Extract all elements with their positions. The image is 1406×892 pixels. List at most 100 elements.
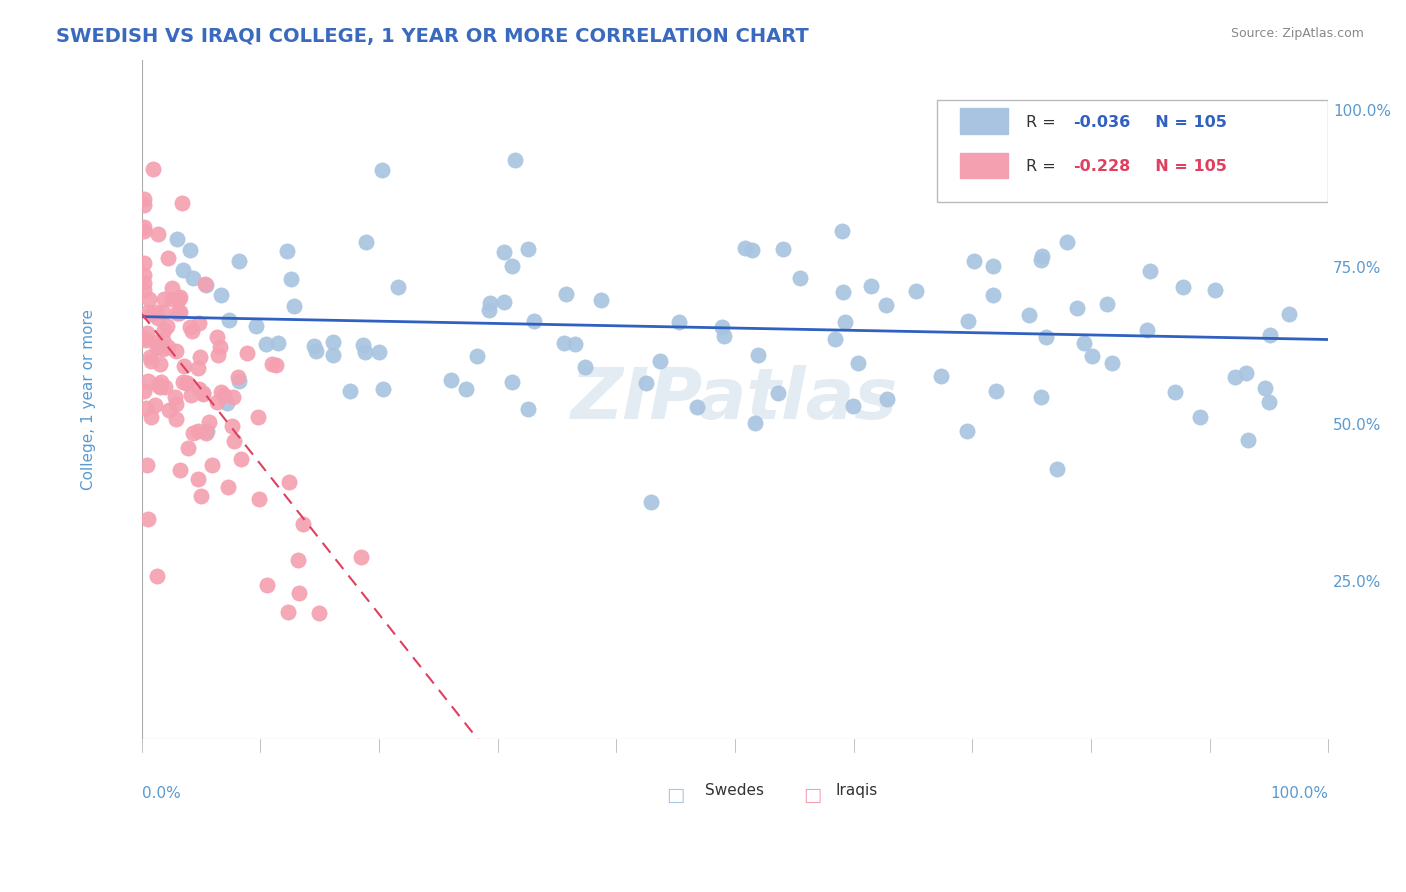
Point bbox=[212, 388, 235, 402]
Point bbox=[875, 298, 897, 312]
Point bbox=[134, 192, 156, 206]
Point bbox=[167, 306, 190, 320]
Point bbox=[146, 341, 169, 355]
Point bbox=[772, 242, 794, 256]
Point bbox=[194, 426, 217, 441]
Point bbox=[221, 418, 243, 433]
Point bbox=[478, 302, 501, 317]
Point bbox=[517, 402, 540, 417]
Point bbox=[246, 410, 269, 425]
Point bbox=[187, 424, 209, 438]
Point bbox=[160, 281, 183, 295]
Point bbox=[1258, 328, 1281, 343]
Point bbox=[1136, 323, 1159, 337]
Text: R =: R = bbox=[1025, 114, 1060, 129]
Point bbox=[349, 549, 371, 564]
Point bbox=[1056, 235, 1078, 249]
Point bbox=[156, 318, 179, 333]
Point bbox=[1223, 369, 1246, 384]
Point bbox=[134, 384, 156, 399]
Point bbox=[176, 376, 198, 390]
Point bbox=[501, 376, 523, 390]
Point bbox=[173, 359, 195, 373]
Point bbox=[842, 399, 865, 413]
Point bbox=[981, 260, 1004, 274]
Point bbox=[280, 272, 302, 286]
Point bbox=[1029, 390, 1052, 404]
Point bbox=[205, 330, 228, 344]
Point bbox=[1018, 308, 1040, 322]
Point bbox=[957, 314, 980, 328]
Point bbox=[283, 300, 305, 314]
Point bbox=[1031, 253, 1053, 268]
Text: Swedes: Swedes bbox=[706, 782, 765, 797]
Point bbox=[146, 227, 169, 241]
Point bbox=[169, 463, 191, 477]
Point bbox=[135, 458, 157, 472]
Point bbox=[1031, 249, 1053, 263]
Text: N = 105: N = 105 bbox=[1144, 159, 1227, 174]
Point bbox=[198, 415, 221, 429]
Point bbox=[142, 161, 165, 176]
Point bbox=[134, 256, 156, 270]
Point bbox=[247, 492, 270, 507]
Text: 100.0%: 100.0% bbox=[1270, 786, 1329, 801]
Point bbox=[277, 606, 299, 620]
Point bbox=[135, 401, 157, 416]
Point bbox=[145, 304, 167, 318]
Point bbox=[188, 316, 211, 330]
Point bbox=[292, 517, 315, 532]
Point bbox=[876, 392, 898, 406]
Point bbox=[188, 382, 211, 396]
Point bbox=[356, 235, 378, 249]
Point bbox=[834, 315, 856, 329]
Point bbox=[170, 196, 193, 211]
Point bbox=[136, 305, 159, 319]
Point bbox=[165, 344, 187, 359]
Point bbox=[222, 390, 245, 404]
Point bbox=[139, 410, 162, 425]
Point bbox=[368, 345, 391, 359]
Point bbox=[235, 346, 257, 360]
Point bbox=[157, 252, 180, 266]
Point bbox=[824, 332, 846, 346]
Point bbox=[963, 254, 986, 268]
Point bbox=[905, 284, 928, 298]
Point bbox=[166, 397, 188, 411]
Point bbox=[1173, 279, 1195, 293]
Point bbox=[267, 335, 290, 350]
Point bbox=[984, 384, 1007, 398]
Point bbox=[166, 232, 188, 246]
FancyBboxPatch shape bbox=[960, 153, 1008, 178]
Point bbox=[634, 376, 657, 390]
Point bbox=[553, 336, 575, 351]
Point bbox=[1204, 284, 1226, 298]
Point bbox=[215, 396, 238, 410]
Point bbox=[734, 241, 756, 255]
Point bbox=[222, 434, 245, 448]
Point bbox=[228, 374, 250, 388]
Point bbox=[181, 270, 204, 285]
Point bbox=[505, 153, 527, 168]
Point bbox=[256, 578, 278, 592]
Point bbox=[153, 293, 176, 307]
Point bbox=[859, 278, 882, 293]
Point bbox=[135, 334, 157, 348]
Point bbox=[218, 313, 240, 327]
Point bbox=[150, 375, 173, 389]
Point bbox=[209, 340, 232, 354]
Point bbox=[1066, 301, 1088, 315]
Point bbox=[373, 382, 395, 396]
Text: ZIPatlas: ZIPatlas bbox=[571, 365, 898, 434]
Text: □: □ bbox=[666, 786, 685, 805]
Point bbox=[157, 402, 180, 417]
Point bbox=[187, 472, 209, 486]
Point bbox=[149, 338, 172, 352]
Point bbox=[205, 395, 228, 409]
Point bbox=[136, 374, 159, 388]
Point bbox=[200, 458, 222, 473]
Point bbox=[387, 280, 409, 294]
Point bbox=[322, 334, 344, 349]
Point bbox=[668, 315, 690, 329]
Point bbox=[177, 442, 200, 456]
